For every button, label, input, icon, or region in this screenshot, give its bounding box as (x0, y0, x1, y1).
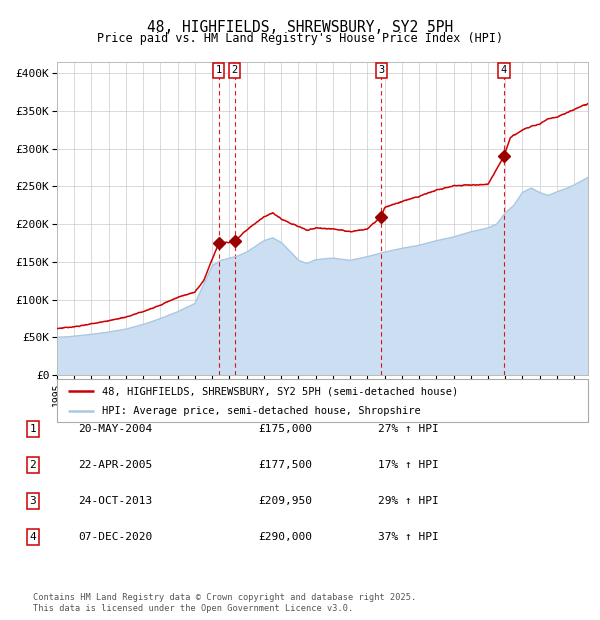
Text: HPI: Average price, semi-detached house, Shropshire: HPI: Average price, semi-detached house,… (102, 406, 421, 416)
Text: 17% ↑ HPI: 17% ↑ HPI (378, 460, 439, 470)
Text: £175,000: £175,000 (258, 424, 312, 434)
Text: 3: 3 (29, 496, 37, 506)
Text: 3: 3 (378, 65, 385, 75)
Text: 2: 2 (29, 460, 37, 470)
Text: 1: 1 (215, 65, 222, 75)
Text: 22-APR-2005: 22-APR-2005 (78, 460, 152, 470)
Text: 07-DEC-2020: 07-DEC-2020 (78, 532, 152, 542)
Text: £290,000: £290,000 (258, 532, 312, 542)
Text: 4: 4 (29, 532, 37, 542)
Text: 24-OCT-2013: 24-OCT-2013 (78, 496, 152, 506)
Text: 29% ↑ HPI: 29% ↑ HPI (378, 496, 439, 506)
Text: 4: 4 (501, 65, 507, 75)
Text: Price paid vs. HM Land Registry's House Price Index (HPI): Price paid vs. HM Land Registry's House … (97, 32, 503, 45)
Text: 48, HIGHFIELDS, SHREWSBURY, SY2 5PH (semi-detached house): 48, HIGHFIELDS, SHREWSBURY, SY2 5PH (sem… (102, 386, 458, 396)
Text: £177,500: £177,500 (258, 460, 312, 470)
Text: 1: 1 (29, 424, 37, 434)
Text: 20-MAY-2004: 20-MAY-2004 (78, 424, 152, 434)
Text: 2: 2 (232, 65, 238, 75)
Text: 37% ↑ HPI: 37% ↑ HPI (378, 532, 439, 542)
Text: 27% ↑ HPI: 27% ↑ HPI (378, 424, 439, 434)
FancyBboxPatch shape (57, 379, 588, 422)
Text: 48, HIGHFIELDS, SHREWSBURY, SY2 5PH: 48, HIGHFIELDS, SHREWSBURY, SY2 5PH (147, 20, 453, 35)
Text: £209,950: £209,950 (258, 496, 312, 506)
Text: Contains HM Land Registry data © Crown copyright and database right 2025.
This d: Contains HM Land Registry data © Crown c… (33, 593, 416, 613)
